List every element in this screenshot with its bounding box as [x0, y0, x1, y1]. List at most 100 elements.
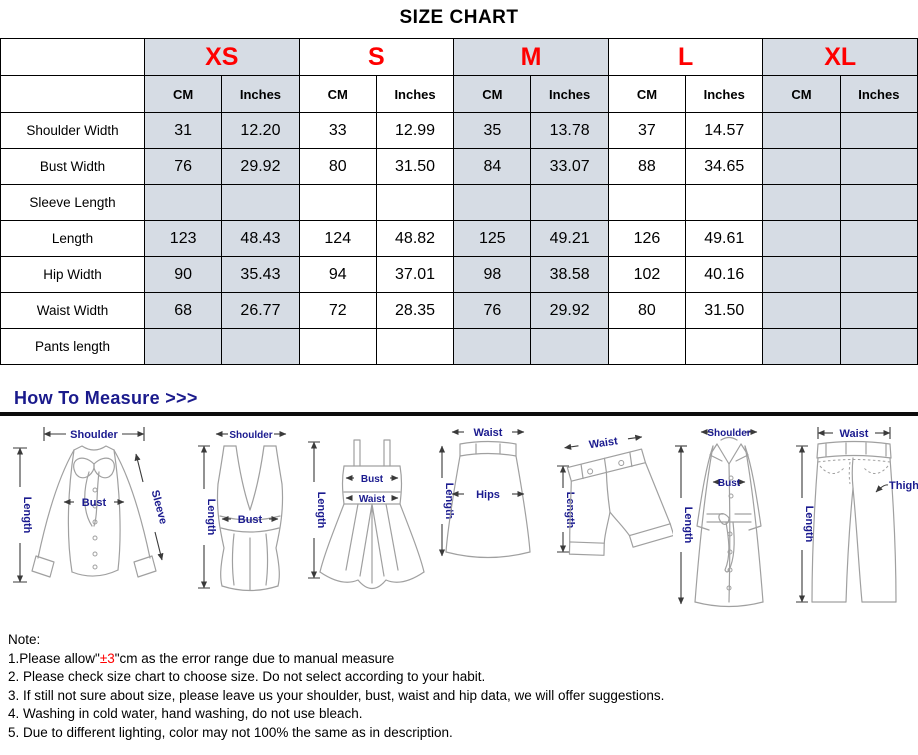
vest-outline — [216, 445, 284, 592]
row-label: Sleeve Length — [0, 184, 145, 221]
table-row: Shoulder Width 31 12.20 33 12.99 35 13.7… — [0, 112, 918, 149]
unit-header: Inches — [530, 75, 609, 113]
table-cell: 26.77 — [221, 292, 300, 329]
vest-length-label: Length — [205, 499, 217, 536]
how-to-measure-heading: How To Measure >>> — [14, 388, 198, 408]
table-cell — [143, 328, 223, 365]
shorts-outline — [566, 448, 673, 556]
table-cell: 80 — [607, 292, 687, 329]
table-cell — [762, 184, 841, 221]
table-cell: 31.50 — [685, 292, 764, 329]
table-cell: 126 — [607, 220, 687, 257]
skirt-waist-label: Waist — [474, 427, 503, 439]
table-cell: 34.65 — [685, 148, 764, 185]
table-cell — [839, 256, 918, 293]
unit-header: CM — [762, 75, 841, 113]
notes-heading: Note: — [8, 632, 41, 647]
corner-cell — [0, 38, 145, 76]
vest-shoulder-label: Shoulder — [229, 430, 272, 441]
jeans-outline — [811, 440, 897, 603]
table-cell — [839, 328, 918, 365]
table-cell: 68 — [143, 292, 223, 329]
table-cell — [839, 148, 918, 185]
table-cell: 33.07 — [530, 148, 609, 185]
table-cell: 84 — [453, 148, 532, 185]
unit-header: CM — [298, 75, 377, 113]
table-cell: 35.43 — [221, 256, 300, 293]
table-cell: 90 — [143, 256, 223, 293]
table-cell: 88 — [607, 148, 687, 185]
table-cell — [762, 292, 841, 329]
dress-waist-label: Waist — [359, 494, 386, 505]
note-line: 5. Due to different lighting, color may … — [8, 724, 453, 740]
table-cell: 31.50 — [375, 148, 455, 185]
jeans-stitching — [817, 459, 891, 485]
table-cell — [607, 184, 687, 221]
table-cell — [298, 184, 377, 221]
table-cell — [453, 328, 532, 365]
note-line: 4. Washing in cold water, hand washing, … — [8, 706, 363, 721]
note-line: 1.Please allow"±3"cm as the error range … — [8, 650, 395, 666]
note-line: 2. Please check size chart to choose siz… — [8, 669, 486, 684]
table-cell: 28.35 — [375, 292, 455, 329]
skirt-hips-label: Hips — [476, 489, 500, 501]
jeans-length-label: Length — [803, 506, 815, 543]
unit-header: Inches — [375, 75, 455, 113]
table-cell — [221, 184, 300, 221]
vest-bust-label: Bust — [238, 514, 263, 526]
unit-header: Inches — [685, 75, 764, 113]
table-cell — [762, 220, 841, 257]
blouse-length-label: Length — [21, 497, 33, 534]
table-cell: 123 — [143, 220, 223, 257]
table-cell — [298, 328, 377, 365]
jeans-diagram: Waist Length Thigh — [796, 427, 918, 603]
row-label: Pants length — [0, 328, 145, 365]
table-row: Sleeve Length — [0, 184, 918, 221]
table-cell — [375, 328, 455, 365]
row-label: Hip Width — [0, 256, 145, 293]
error-range-value: ±3 — [99, 650, 115, 666]
table-cell: 49.61 — [685, 220, 764, 257]
unit-header: Inches — [221, 75, 300, 113]
skirt-length-label: Length — [443, 483, 455, 520]
table-cell — [685, 328, 764, 365]
table-cell — [839, 292, 918, 329]
table-cell: 72 — [298, 292, 377, 329]
table-cell — [221, 328, 300, 365]
table-cell: 125 — [453, 220, 532, 257]
table-cell — [530, 328, 609, 365]
row-label: Shoulder Width — [0, 112, 145, 149]
table-cell — [762, 112, 841, 149]
table-row: Bust Width 76 29.92 80 31.50 84 33.07 88… — [0, 148, 918, 185]
table-row: Pants length — [0, 328, 918, 365]
table-cell: 48.43 — [221, 220, 300, 257]
coat-buttons — [726, 475, 734, 591]
notes-section: Note: 1.Please allow"±3"cm as the error … — [8, 631, 918, 742]
page-title: SIZE CHART — [399, 7, 519, 28]
size-header-m: M — [453, 38, 609, 76]
size-chart-table: XS S M L XL CM Inches CM Inches CM Inche… — [0, 38, 918, 365]
row-label: Length — [0, 220, 145, 257]
divider-rule — [0, 412, 918, 416]
table-cell: 94 — [298, 256, 377, 293]
shorts-buttons — [587, 460, 625, 475]
table-cell: 37 — [607, 112, 687, 149]
table-cell — [453, 184, 532, 221]
shorts-diagram: Length Waist — [557, 434, 673, 556]
table-cell: 14.57 — [685, 112, 764, 149]
table-cell — [762, 256, 841, 293]
table-cell — [839, 184, 918, 221]
table-row: Length 123 48.43 124 48.82 125 49.21 126… — [0, 220, 918, 257]
blouse-outline — [31, 445, 157, 578]
unit-header: CM — [143, 75, 223, 113]
blouse-bust-label: Bust — [82, 497, 107, 509]
table-row: Hip Width 90 35.43 94 37.01 98 38.58 102… — [0, 256, 918, 293]
skirt-outline — [445, 440, 531, 559]
table-cell — [530, 184, 609, 221]
vest-diagram: Shoulder Length Bust — [198, 430, 287, 592]
table-cell: 102 — [607, 256, 687, 293]
table-cell: 98 — [453, 256, 532, 293]
coat-length-label: Length — [682, 507, 694, 544]
row-label: Waist Width — [0, 292, 145, 329]
table-cell — [762, 328, 841, 365]
